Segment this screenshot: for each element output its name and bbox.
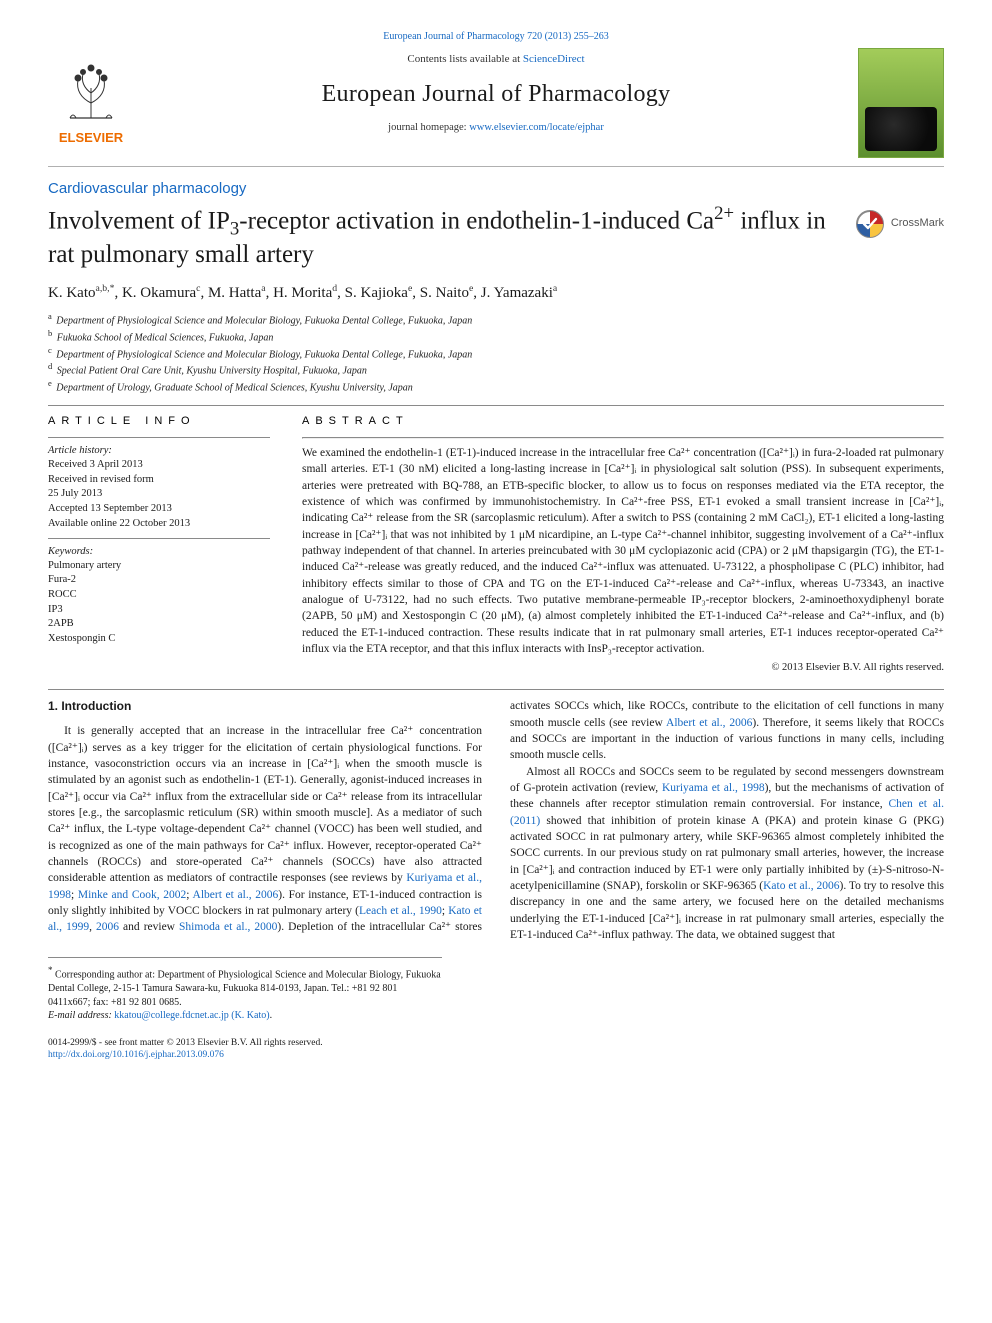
body-columns: 1. Introduction It is generally accepted… [48,698,944,943]
sciencedirect-link[interactable]: ScienceDirect [523,53,585,65]
divider [48,689,944,690]
history-body: Received 3 April 2013Received in revised… [48,458,270,531]
article-title: Involvement of IP3-receptor activation i… [48,203,841,270]
introduction-head: 1. Introduction [48,698,482,715]
corr-author-text: Corresponding author at: Department of P… [48,970,441,1008]
doi-link[interactable]: http://dx.doi.org/10.1016/j.ejphar.2013.… [48,1050,224,1060]
masthead-center: Contents lists available at ScienceDirec… [134,48,858,135]
section-label[interactable]: Cardiovascular pharmacology [48,179,944,199]
title-row: Involvement of IP3-receptor activation i… [48,203,944,276]
corresponding-author-footnote: * Corresponding author at: Department of… [48,957,442,1022]
contents-prefix: Contents lists available at [407,53,522,65]
affiliation-item: a Department of Physiological Science an… [48,311,944,328]
footer-left: 0014-2999/$ - see front matter © 2013 El… [48,1037,323,1063]
abstract-copyright: © 2013 Elsevier B.V. All rights reserved… [302,661,944,675]
abstract-col: ABSTRACT We examined the endothelin-1 (E… [302,414,944,675]
history-line: Received 3 April 2013 [48,458,270,473]
citation-link[interactable]: 2006 [96,921,119,933]
keyword-item: ROCC [48,588,270,603]
title-frag: -receptor activation in endothelin-1-ind… [239,207,714,234]
elsevier-wordmark: ELSEVIER [59,130,124,145]
corr-email-link[interactable]: kkatou@college.fdcnet.ac.jp (K. Kato) [114,1010,269,1021]
homepage-link[interactable]: www.elsevier.com/locate/ejphar [469,122,604,133]
info-abstract-row: ARTICLE INFO Article history: Received 3… [48,414,944,675]
author-line: K. Katoa,b,*, K. Okamurac, M. Hattaa, H.… [48,282,944,303]
title-sub: 3 [230,218,239,239]
keywords-label: Keywords: [48,545,270,559]
masthead: ELSEVIER Contents lists available at Sci… [48,48,944,167]
article-info-col: ARTICLE INFO Article history: Received 3… [48,414,270,675]
contents-line: Contents lists available at ScienceDirec… [144,52,848,67]
crossmark-label: CrossMark [891,216,944,231]
elsevier-logo-block: ELSEVIER [48,48,134,148]
journal-cover-thumb [858,48,944,158]
citation-link[interactable]: Minke and Cook, 2002 [78,889,186,901]
divider [48,437,270,438]
page-footer: 0014-2999/$ - see front matter © 2013 El… [48,1037,944,1063]
homepage-line: journal homepage: www.elsevier.com/locat… [144,121,848,135]
crossmark-icon [855,209,885,239]
keyword-item: IP3 [48,603,270,618]
affiliation-item: c Department of Physiological Science an… [48,345,944,362]
affiliation-list: a Department of Physiological Science an… [48,311,944,395]
divider [302,437,944,439]
homepage-prefix: journal homepage: [388,122,469,133]
citation-link[interactable]: Kuriyama et al., 1998 [662,782,765,794]
journal-title: European Journal of Pharmacology [144,78,848,110]
running-citation: European Journal of Pharmacology 720 (20… [48,30,944,44]
title-sup: 2+ [714,203,734,224]
divider [48,538,270,539]
citation-link[interactable]: Leach et al., 1990 [359,905,442,917]
citation-link[interactable]: Albert et al., 2006 [666,717,752,729]
citation-link[interactable]: Albert et al., 2006 [193,889,279,901]
keyword-item: Pulmonary artery [48,559,270,574]
keywords-body: Pulmonary arteryFura-2ROCCIP32APBXestosp… [48,559,270,647]
crossmark-badge[interactable]: CrossMark [855,209,944,239]
email-label: E-mail address: [48,1010,112,1021]
body-paragraph: Almost all ROCCs and SOCCs seem to be re… [510,764,944,944]
elsevier-tree-icon: ELSEVIER [48,48,134,148]
history-line: Received in revised form [48,473,270,488]
article-info-head: ARTICLE INFO [48,414,270,429]
abstract-head: ABSTRACT [302,414,944,429]
citation-link[interactable]: Shimoda et al., 2000 [179,921,277,933]
divider [48,405,944,406]
issn-copyright: 0014-2999/$ - see front matter © 2013 El… [48,1037,323,1050]
citation-link[interactable]: European Journal of Pharmacology 720 (20… [383,31,609,42]
history-line: Available online 22 October 2013 [48,517,270,532]
history-line: Accepted 13 September 2013 [48,502,270,517]
affiliation-item: d Special Patient Oral Care Unit, Kyushu… [48,361,944,378]
keyword-item: 2APB [48,617,270,632]
keyword-item: Xestospongin C [48,632,270,647]
title-frag: Involvement of IP [48,207,230,234]
affiliation-item: b Fukuoka School of Medical Sciences, Fu… [48,328,944,345]
citation-link[interactable]: Kato et al., 2006 [763,880,839,892]
page-root: European Journal of Pharmacology 720 (20… [0,0,992,1102]
history-line: 25 July 2013 [48,487,270,502]
abstract-text: We examined the endothelin-1 (ET-1)-indu… [302,445,944,657]
history-label: Article history: [48,444,270,458]
affiliation-item: e Department of Urology, Graduate School… [48,378,944,395]
keyword-item: Fura-2 [48,573,270,588]
